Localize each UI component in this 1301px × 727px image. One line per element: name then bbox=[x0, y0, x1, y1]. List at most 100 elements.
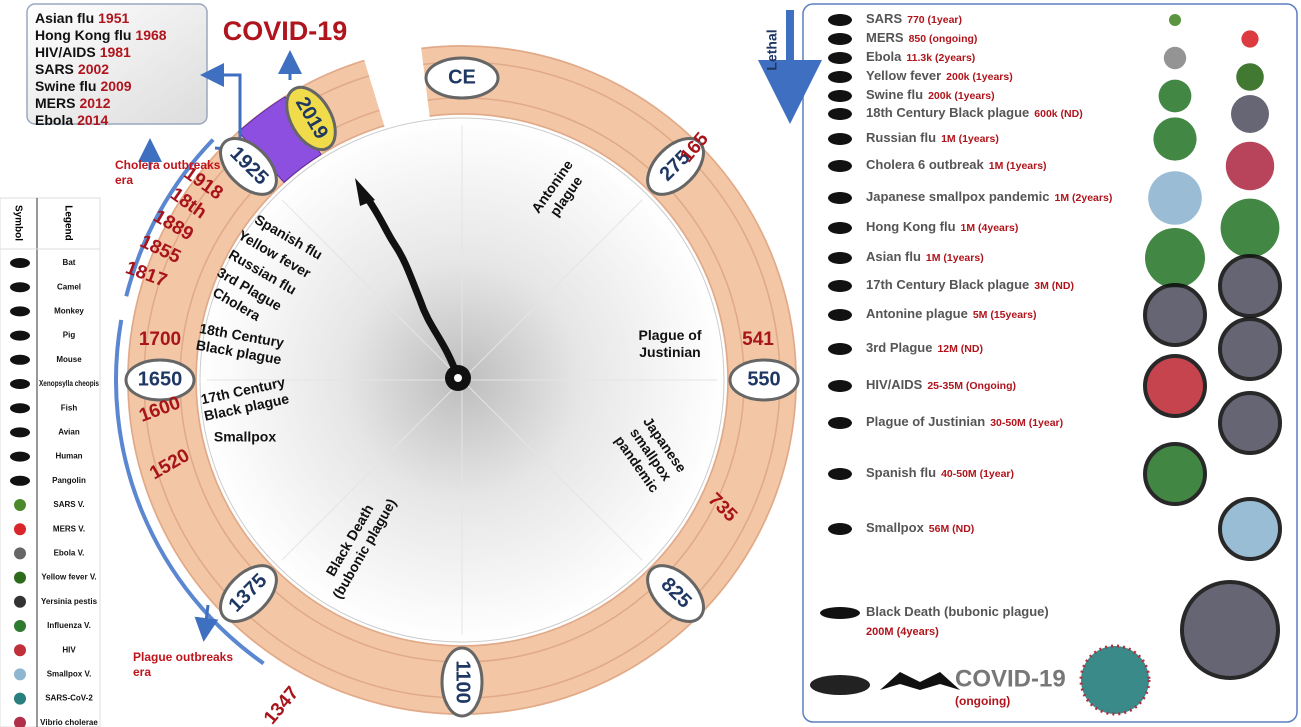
disease-name: Swine flu bbox=[866, 87, 923, 102]
pathogen-icon bbox=[1241, 30, 1259, 48]
legend-header: Legend bbox=[62, 205, 73, 241]
host-icon bbox=[828, 108, 852, 120]
top-box-entry: Hong Kong flu 1968 bbox=[35, 27, 167, 43]
disease-name: Asian flu bbox=[866, 249, 921, 264]
legend-item: SARS V. bbox=[53, 500, 84, 509]
legend-item: Yersinia pestis bbox=[41, 597, 98, 606]
year-oval bbox=[424, 56, 500, 100]
legend-item: Human bbox=[55, 452, 82, 461]
death-toll: 1M (1years) bbox=[926, 252, 984, 264]
legend-item: Pangolin bbox=[52, 476, 86, 485]
plague-era-arc bbox=[114, 319, 265, 666]
event-label-line: Plague of bbox=[638, 327, 701, 343]
pathogen-icon bbox=[1143, 283, 1207, 347]
legend-symbol bbox=[10, 258, 30, 268]
top-box-entry: Asian flu 1951 bbox=[35, 10, 129, 26]
legend-symbol bbox=[14, 499, 26, 511]
legend-symbol bbox=[10, 354, 30, 365]
pathogen-icon bbox=[1231, 95, 1269, 133]
lethal-entry: Antonine plague 5M (15years) bbox=[866, 306, 1036, 321]
ring-edge bbox=[143, 61, 781, 699]
legend-item: Influenza V. bbox=[47, 621, 91, 630]
disease-name: 17th Century Black plague bbox=[866, 277, 1029, 292]
legend-item: HIV bbox=[62, 645, 76, 654]
disease-name: Plague of Justinian bbox=[866, 414, 985, 429]
year-oval bbox=[646, 564, 705, 623]
disease-name: Japanese smallpox pandemic bbox=[866, 189, 1050, 204]
year-label: 1650 bbox=[138, 368, 183, 390]
legend-symbol bbox=[14, 571, 26, 584]
clock-hand-tip bbox=[355, 178, 375, 206]
legend-item: Avian bbox=[58, 428, 80, 437]
death-toll: 600k (ND) bbox=[1034, 108, 1082, 120]
pathogen-icon bbox=[1158, 79, 1192, 113]
clock-hub-dot bbox=[454, 374, 462, 382]
title: COVID-19 bbox=[223, 16, 348, 46]
pathogen-icon bbox=[1218, 254, 1282, 318]
lethal-entry: Ebola 11.3k (2years) bbox=[866, 49, 975, 64]
lethal-entry: Yellow fever 200k (1years) bbox=[866, 68, 1013, 83]
legend-item: MERS V. bbox=[53, 524, 85, 533]
death-toll: 1M (1years) bbox=[989, 160, 1047, 172]
legend-symbol bbox=[14, 644, 26, 657]
blue-arrow bbox=[194, 604, 219, 642]
legend-item: Pig bbox=[63, 331, 76, 340]
legend-symbol bbox=[10, 282, 30, 293]
legend-item: Camel bbox=[57, 282, 81, 291]
death-toll: 200k (1years) bbox=[928, 90, 995, 102]
lethal-entry: Cholera 6 outbreak 1M (1years) bbox=[866, 157, 1047, 172]
death-toll: 3M (ND) bbox=[1034, 280, 1074, 292]
pathogen-icon bbox=[1218, 317, 1282, 381]
pathogen-icon bbox=[1225, 141, 1275, 191]
host-icon bbox=[828, 71, 852, 83]
entry-year: 2014 bbox=[77, 112, 108, 128]
lethal-entry: Spanish flu 40-50M (1year) bbox=[866, 465, 1014, 480]
disease-name: Cholera 6 outbreak bbox=[866, 157, 985, 172]
year-oval bbox=[646, 137, 705, 196]
death-toll: 56M (ND) bbox=[929, 523, 975, 535]
year-marker: CE bbox=[424, 56, 500, 100]
year-label: 1100 bbox=[452, 660, 474, 703]
pathogen-icon bbox=[1163, 46, 1187, 70]
death-toll: 5M (15years) bbox=[973, 309, 1037, 321]
pathogen-icon bbox=[1169, 14, 1181, 26]
year-marker: 2019 bbox=[285, 85, 337, 152]
year-marker: 1100 bbox=[440, 646, 484, 718]
ring-wedge bbox=[237, 96, 322, 184]
death-toll: 770 (1year) bbox=[907, 14, 962, 26]
covid-name: COVID-19 bbox=[955, 665, 1066, 692]
legend-symbol bbox=[14, 523, 26, 536]
year-marker: 1375 bbox=[219, 564, 278, 623]
top-box-entry: SARS 2002 bbox=[35, 61, 109, 77]
legend-header: Symbol bbox=[12, 205, 23, 241]
host-icon bbox=[828, 222, 852, 234]
ring-edge bbox=[127, 45, 797, 715]
year-oval bbox=[124, 358, 196, 402]
death-toll: 25-35M (Ongoing) bbox=[927, 380, 1016, 392]
lethal-entry: Japanese smallpox pandemic 1M (2years) bbox=[866, 189, 1112, 204]
disease-name: 3rd Plague bbox=[866, 340, 932, 355]
year-marker: 1650 bbox=[124, 358, 196, 402]
year-marker: 550 bbox=[728, 358, 800, 402]
legend-item: Monkey bbox=[54, 307, 84, 316]
entry-year: 2002 bbox=[78, 61, 109, 77]
top-box-entry: Swine flu 2009 bbox=[35, 78, 132, 94]
death-toll: 1M (1years) bbox=[941, 133, 999, 145]
plague-era-label: era bbox=[133, 665, 151, 679]
legend-symbol bbox=[14, 620, 26, 632]
legend-item: Vibrio cholerae bbox=[40, 718, 98, 727]
entry-name: Asian flu bbox=[35, 10, 94, 26]
legend-item: Xenopsylla cheopis bbox=[39, 379, 99, 388]
lethal-entry: Plague of Justinian 30-50M (1year) bbox=[866, 414, 1063, 429]
pathogen-icon bbox=[1145, 228, 1205, 288]
host-icon bbox=[828, 417, 852, 429]
entry-name: Ebola bbox=[35, 112, 73, 128]
legend-item: Fish bbox=[61, 403, 78, 412]
clock-hand bbox=[361, 191, 462, 382]
host-icon bbox=[828, 343, 852, 355]
entry-name: SARS bbox=[35, 61, 74, 77]
death-toll: 1M (2years) bbox=[1055, 192, 1113, 204]
disease-name: HIV/AIDS bbox=[866, 377, 923, 392]
host-icon bbox=[828, 52, 852, 64]
